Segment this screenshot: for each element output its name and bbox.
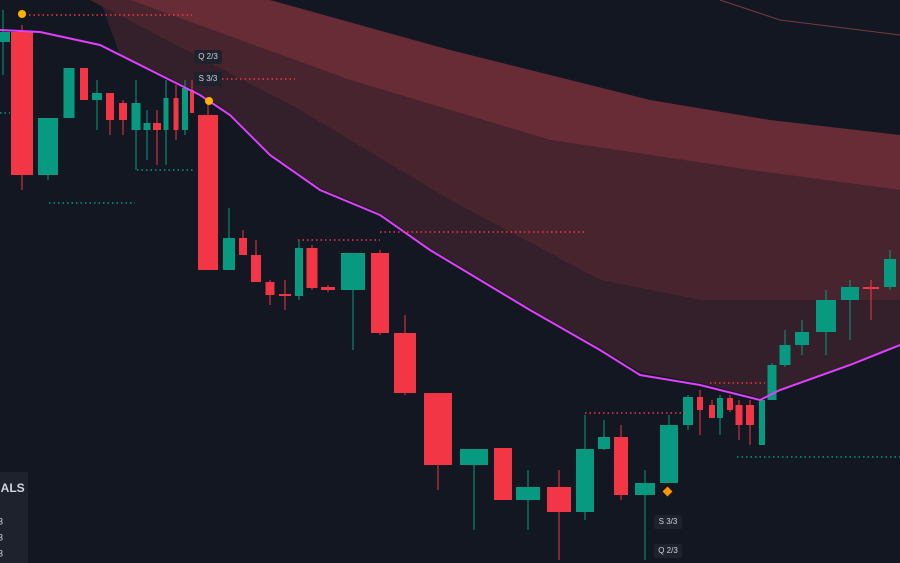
signal-marker <box>18 10 26 18</box>
panel-row: 3 <box>0 548 3 558</box>
candle-body <box>239 238 247 255</box>
candle-body <box>279 294 291 296</box>
candle-body <box>119 103 127 120</box>
candle-body <box>460 449 488 465</box>
candle-body <box>131 103 141 130</box>
candle-body <box>92 93 102 100</box>
candle-body <box>841 287 859 300</box>
candle-body <box>697 397 703 410</box>
panel-title: NALS <box>0 481 25 495</box>
candle-body <box>424 393 452 465</box>
candle-body <box>321 287 335 290</box>
candle-body <box>746 405 754 425</box>
signal-label: S 3/3 <box>659 517 678 526</box>
candle-body <box>863 287 879 289</box>
signal-label: Q 2/3 <box>198 52 218 61</box>
band-edge <box>719 0 900 36</box>
candle-body <box>516 487 540 500</box>
candle-body <box>182 88 188 130</box>
band-inner <box>90 0 900 398</box>
candle-body <box>884 259 896 287</box>
signal-tag: Q 2/3 <box>194 50 222 64</box>
signal-tag: Q 2/3 <box>654 544 682 558</box>
candle-body <box>795 332 809 345</box>
candle-body <box>494 448 512 500</box>
signal-diamond <box>662 486 673 497</box>
signal-label: S 3/3 <box>199 74 218 83</box>
candle-body <box>779 345 791 365</box>
candle-body <box>153 123 161 130</box>
band-middle <box>90 0 900 300</box>
candle-body <box>295 248 303 296</box>
candle-body <box>190 90 194 113</box>
candle-body <box>727 398 733 410</box>
candle-body <box>173 98 179 130</box>
candle-body <box>394 333 416 393</box>
candle-body <box>735 405 743 425</box>
candle-body <box>371 253 389 333</box>
candle-body <box>683 397 693 425</box>
candle-body <box>635 483 655 495</box>
candle-body <box>341 253 365 290</box>
candle-body <box>223 238 235 270</box>
candle-body <box>198 115 218 270</box>
candle-body <box>576 449 594 512</box>
candle-body <box>759 400 765 445</box>
candle-body <box>660 425 678 483</box>
panel-background <box>0 472 28 563</box>
panel-row: 3 <box>0 516 3 526</box>
levels <box>0 14 900 458</box>
band-outer <box>130 0 900 190</box>
candle-body <box>163 98 169 130</box>
candle-body <box>11 32 33 175</box>
signal-tag: S 3/3 <box>654 515 682 529</box>
candle-body <box>306 248 318 288</box>
candle-body <box>767 365 777 400</box>
candle-body <box>816 300 836 332</box>
candles <box>0 10 896 560</box>
moving-average <box>0 29 900 402</box>
candle-body <box>614 437 628 495</box>
signal-marker <box>205 97 213 105</box>
candle-body <box>0 32 10 42</box>
candle-body <box>106 93 114 120</box>
candle-body <box>38 118 58 175</box>
candle-body <box>143 123 151 130</box>
panel-row: 3 <box>0 532 3 542</box>
candle-body <box>709 405 715 418</box>
signal-label: Q 2/3 <box>658 546 678 555</box>
signals-panel: NALS 3 3 3 <box>0 472 28 563</box>
candle-body <box>80 68 88 100</box>
candle-body <box>63 68 75 118</box>
candle-body <box>598 437 610 449</box>
candle-body <box>251 255 261 282</box>
candle-body <box>717 398 723 418</box>
candle-body <box>265 282 275 295</box>
candle-body <box>547 487 571 512</box>
signal-tag: S 3/3 <box>194 72 222 86</box>
